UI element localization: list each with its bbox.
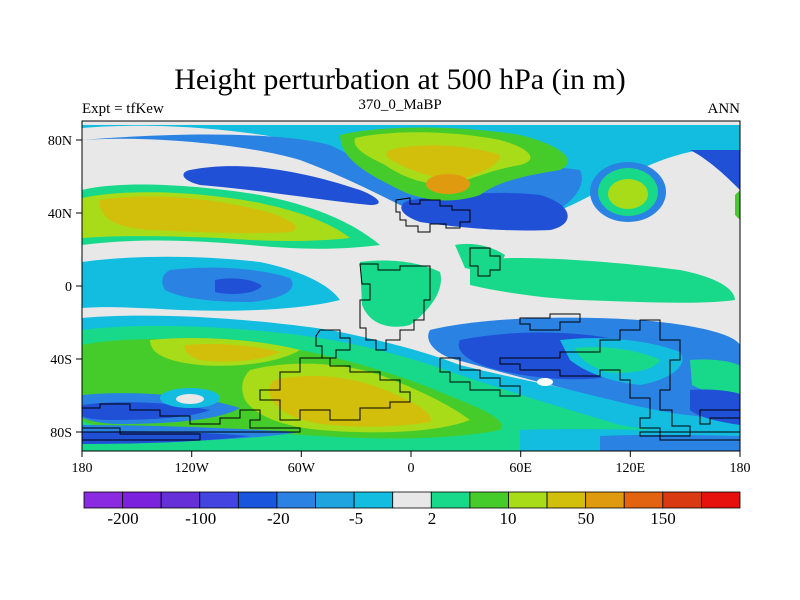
y-tick-label: 80S	[50, 426, 72, 441]
page-title: Height perturbation at 500 hPa (in m)	[174, 63, 626, 96]
x-tick-label: 120E	[616, 461, 646, 476]
y-tick-labels: 80N 40N 0 40S 80S	[48, 134, 72, 441]
colorbar-box	[469, 491, 509, 509]
y-tick-label: 40N	[48, 207, 72, 222]
colorbar	[83, 491, 741, 509]
experiment-label: Expt = tfKew	[82, 101, 164, 117]
colorbar-label: -200	[107, 509, 138, 528]
colorbar-box	[315, 491, 355, 509]
colorbar-box	[430, 491, 471, 509]
colorbar-box	[122, 491, 162, 509]
colorbar-label: 50	[578, 509, 595, 528]
axis-ticks	[76, 139, 741, 457]
colorbar-box	[353, 491, 394, 509]
colorbar-label: 2	[428, 509, 437, 528]
y-tick-label: 0	[65, 280, 72, 295]
x-tick-label: 180	[72, 461, 93, 476]
coastline-outlines	[82, 197, 740, 441]
colorbar-label: -20	[267, 509, 290, 528]
x-tick-label: 120W	[175, 461, 210, 476]
x-tick-label: 180	[730, 461, 751, 476]
colorbar-label: 150	[650, 509, 676, 528]
x-tick-label: 0	[408, 461, 415, 476]
colorbar-box	[662, 491, 702, 509]
colorbar-box	[276, 491, 316, 509]
colorbar-box	[237, 491, 278, 509]
colorbar-box	[392, 491, 432, 509]
colorbar-box	[83, 491, 123, 509]
colorbar-box	[160, 491, 201, 509]
x-tick-labels: 180 120W 60W 0 60E 120E 180	[72, 461, 751, 476]
x-tick-label: 60E	[509, 461, 532, 476]
colorbar-box	[199, 491, 239, 509]
contour-fill	[82, 121, 740, 451]
period-label: 370_0_MaBP	[358, 97, 442, 113]
colorbar-box	[701, 491, 741, 509]
colorbar-labels: -200 -100 -20 -5 2 10 50 150	[107, 509, 675, 528]
y-tick-label: 40S	[50, 353, 72, 368]
colorbar-box	[623, 491, 664, 509]
colorbar-box	[508, 491, 548, 509]
season-label: ANN	[707, 101, 741, 117]
colorbar-box	[585, 491, 625, 509]
colorbar-label: -5	[349, 509, 363, 528]
colorbar-label: 10	[500, 509, 517, 528]
colorbar-box	[546, 491, 587, 509]
y-tick-label: 80N	[48, 134, 72, 149]
x-tick-label: 60W	[288, 461, 316, 476]
colorbar-label: -100	[185, 509, 216, 528]
